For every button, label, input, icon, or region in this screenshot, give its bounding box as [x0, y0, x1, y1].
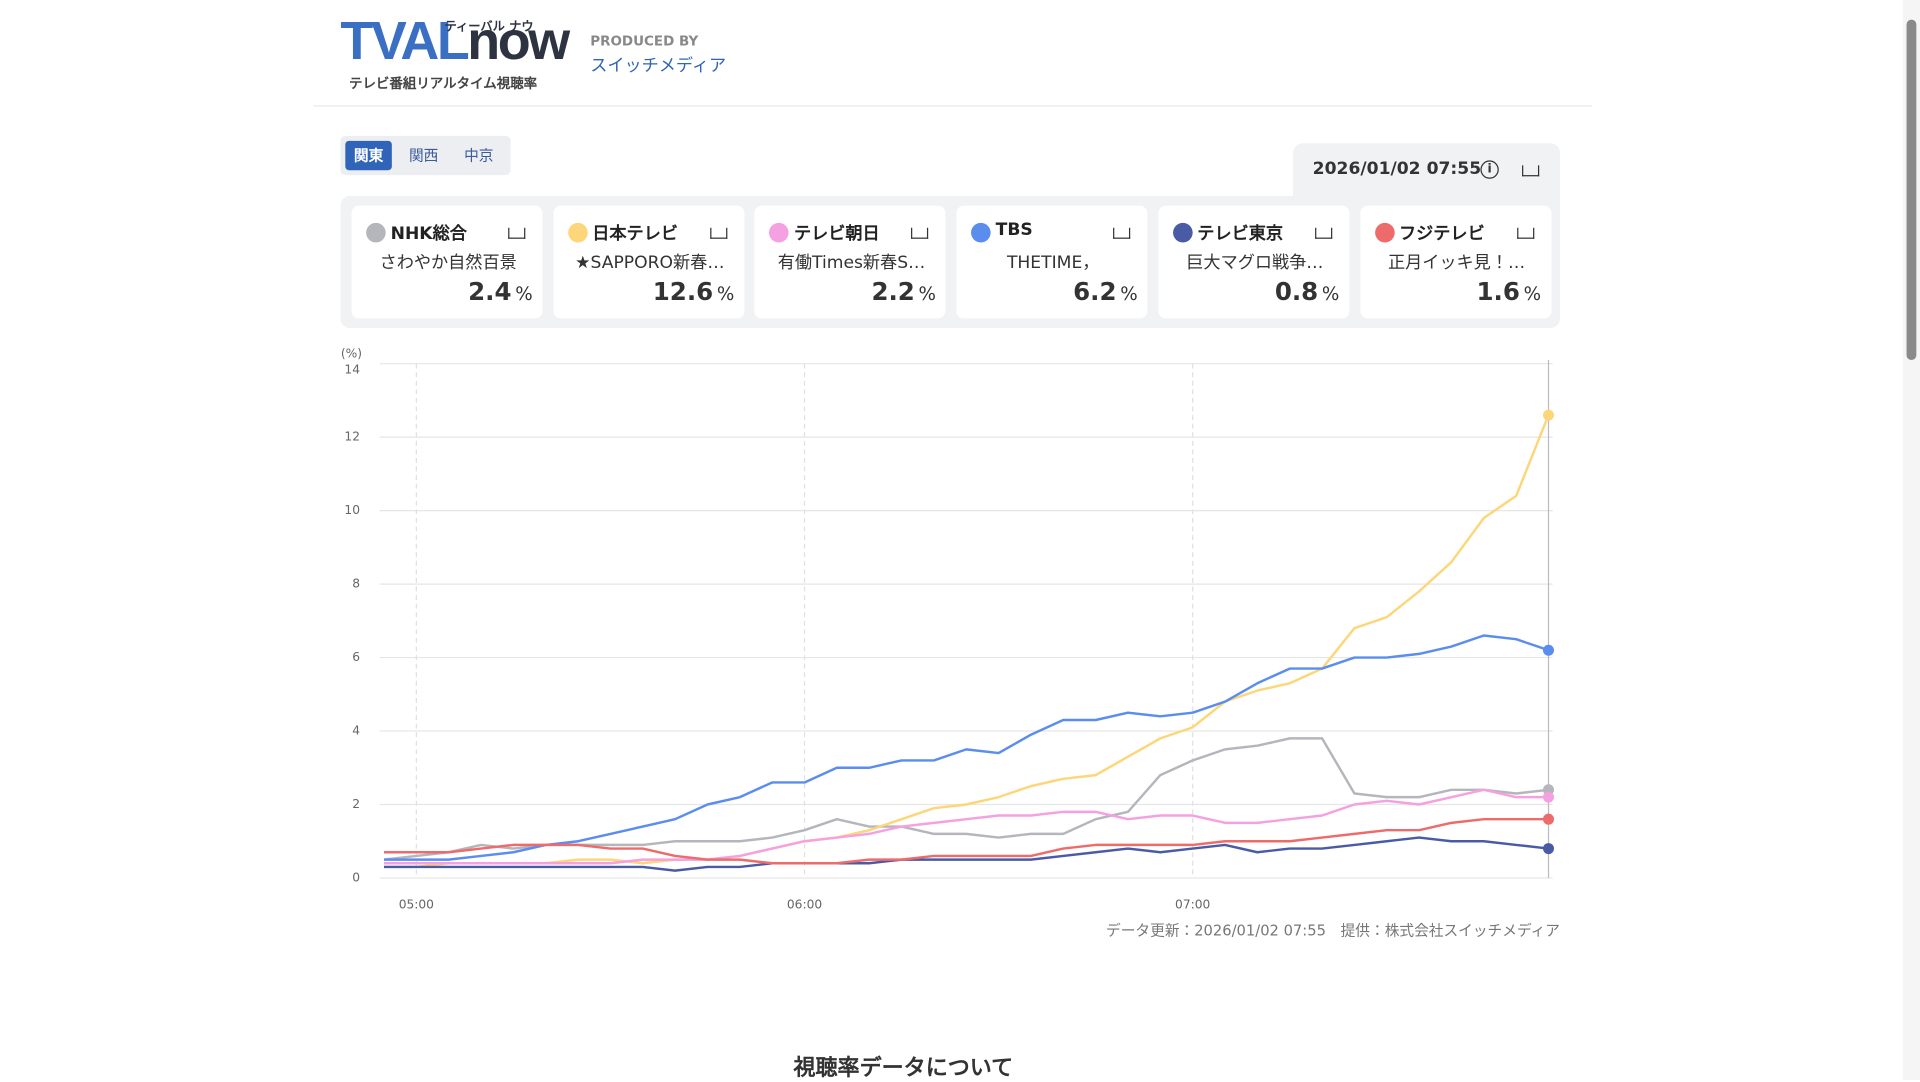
series-line — [384, 788, 1549, 865]
info-button[interactable]: i — [1480, 160, 1499, 179]
channel-dot — [567, 222, 588, 243]
logo-tval: TVAL — [340, 11, 469, 72]
y-tick-label: 14 — [344, 362, 360, 376]
channel-card[interactable]: NHK総合 さわやか自然百景 2.4% — [351, 205, 543, 319]
logo-now: now — [467, 11, 570, 72]
channel-name: テレビ朝日 — [793, 224, 880, 244]
rating-unit: % — [1523, 282, 1542, 305]
channel-card[interactable]: 日本テレビ ★SAPPORO新春… 12.6% — [553, 205, 745, 319]
share-button[interactable] — [1314, 227, 1333, 239]
end-point — [1542, 813, 1555, 825]
timestamp: 2026/01/02 07:55 — [1312, 159, 1482, 179]
region-tab[interactable]: 関西 — [408, 146, 439, 165]
divider — [313, 105, 1592, 107]
channel-dot — [1374, 222, 1395, 243]
program-title: 有働Times新春S… — [777, 253, 926, 274]
scrollbar[interactable] — [1902, 0, 1920, 1081]
program-title: さわやか自然百景 — [379, 253, 517, 274]
channel-name: NHK総合 — [390, 224, 467, 244]
rating-value: 6.2 — [1073, 276, 1117, 307]
scroll-thumb[interactable] — [1906, 19, 1917, 361]
rating: 12.6% — [653, 277, 735, 306]
y-axis-label: (%) — [341, 346, 362, 360]
end-point — [1542, 644, 1555, 656]
x-tick-label: 05:00 — [399, 897, 434, 911]
footer-note: データ更新：2026/01/02 07:55 提供：株式会社スイッチメディア — [1106, 922, 1561, 940]
channel-dot — [1172, 222, 1193, 243]
share-button[interactable] — [1516, 227, 1534, 239]
channel-panel: NHK総合 さわやか自然百景 2.4% 日本テレビ ★SAPPORO新春… 12.6% テレ… — [340, 195, 1561, 329]
end-point — [1542, 409, 1555, 421]
end-point — [1542, 843, 1555, 855]
section-title: 視聴率データについて — [793, 1055, 1014, 1082]
series-line — [384, 836, 1549, 872]
rating: 6.2% — [1073, 277, 1138, 306]
channel-name: フジテレビ — [1398, 224, 1485, 244]
channel-dot — [366, 222, 386, 243]
share-button[interactable] — [1113, 227, 1131, 239]
timestamp-box: 2026/01/02 07:55 i — [1293, 143, 1561, 205]
rating-value: 1.6 — [1476, 276, 1520, 307]
rating-unit: % — [1120, 282, 1138, 305]
channel-dot — [971, 222, 991, 243]
rating-value: 2.4 — [468, 276, 512, 307]
rating-value: 0.8 — [1274, 276, 1319, 307]
y-tick-label: 12 — [344, 430, 360, 444]
rating: 2.2% — [871, 277, 936, 306]
logo[interactable]: TVALnow — [340, 14, 570, 69]
channel-card[interactable]: テレビ朝日 有働Times新春S… 2.2% — [754, 205, 946, 319]
program-title: 正月イッキ見！… — [1387, 253, 1526, 274]
rating-unit: % — [716, 282, 735, 305]
share-button[interactable] — [508, 227, 526, 239]
y-tick-label: 2 — [352, 797, 360, 811]
program-title: 巨大マグロ戦争… — [1186, 253, 1324, 274]
rating-value: 2.2 — [871, 276, 915, 307]
rating-unit: % — [1321, 282, 1340, 305]
region-tab[interactable]: 中京 — [464, 146, 494, 165]
rating: 2.4% — [468, 277, 533, 306]
logo-kana: ティーバル ナウ — [444, 20, 534, 35]
region-tab[interactable]: 関東 — [345, 140, 392, 171]
rating-unit: % — [918, 282, 936, 305]
channel-card[interactable]: テレビ東京 巨大マグロ戦争… 0.8% — [1158, 205, 1350, 319]
series-line — [384, 634, 1549, 861]
program-title: THETIME， — [1006, 253, 1100, 274]
y-tick-label: 8 — [352, 577, 360, 591]
channel-name: 日本テレビ — [592, 224, 678, 244]
series-line — [384, 817, 1549, 865]
share-button[interactable] — [1522, 165, 1540, 177]
logo-subtitle: テレビ番組リアルタイム視聴率 — [348, 75, 538, 92]
channel-name: テレビ東京 — [1197, 224, 1284, 244]
producer-link[interactable]: スイッチメディア — [590, 56, 727, 76]
produced-by: PRODUCED BY — [590, 33, 699, 49]
y-tick-label: 4 — [352, 724, 360, 738]
share-button[interactable] — [911, 227, 929, 239]
channel-card[interactable]: フジテレビ 正月イッキ見！… 1.6% — [1359, 205, 1551, 319]
chart: (%) 0 2 4 6 8 10 12 14 05:00 06:00 07:00 — [341, 346, 1555, 911]
y-tick-label: 10 — [344, 503, 360, 517]
rating: 0.8% — [1275, 277, 1340, 306]
region-tabs: 関東 関西 中京 — [340, 135, 511, 176]
rating: 1.6% — [1476, 277, 1541, 306]
rating-value: 12.6 — [652, 276, 714, 307]
end-point — [1542, 791, 1555, 803]
channel-name: TBS — [995, 220, 1033, 241]
y-tick-label: 6 — [352, 650, 360, 664]
channel-card[interactable]: TBS THETIME， 6.2% — [956, 205, 1148, 319]
share-button[interactable] — [709, 227, 727, 239]
channel-dot — [769, 222, 790, 243]
x-tick-label: 06:00 — [787, 897, 822, 911]
program-title: ★SAPPORO新春… — [575, 253, 725, 274]
y-tick-label: 0 — [352, 870, 360, 884]
series-line — [383, 737, 1549, 861]
x-tick-label: 07:00 — [1175, 897, 1210, 911]
rating-unit: % — [515, 282, 533, 305]
series-line — [384, 414, 1550, 869]
